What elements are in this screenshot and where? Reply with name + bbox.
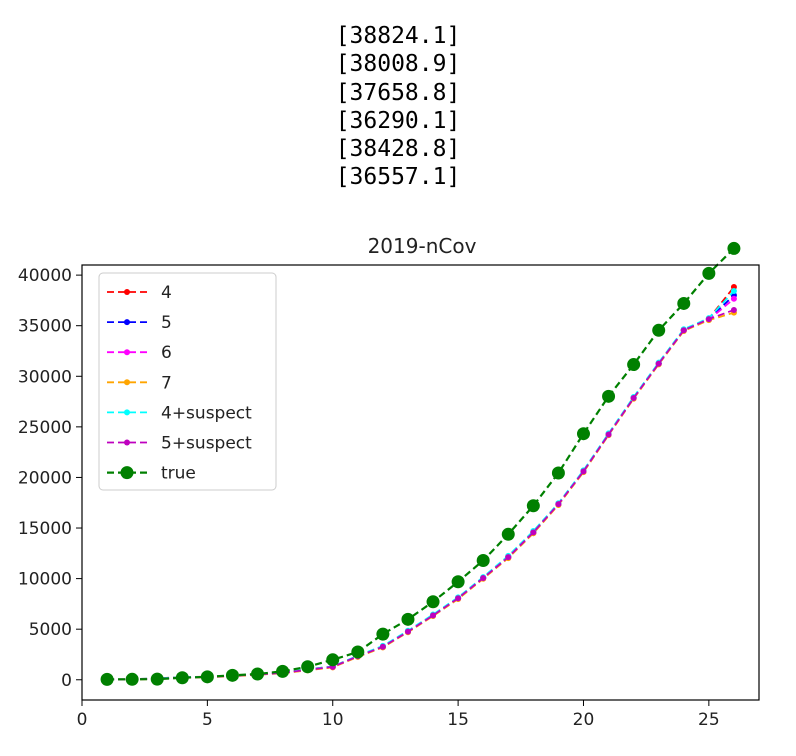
data-point	[401, 612, 415, 626]
legend-item-4: 4	[107, 283, 172, 303]
plot-frame	[81, 264, 760, 701]
data-point	[630, 395, 637, 402]
legend-marker	[120, 466, 134, 480]
data-point	[351, 645, 365, 659]
y-tick-label: 25000	[18, 418, 72, 438]
series-true	[100, 241, 741, 686]
data-point	[426, 595, 440, 609]
legend-label: 4	[161, 283, 172, 303]
legend-label: 5+suspect	[161, 434, 252, 454]
legend-label: 6	[161, 343, 172, 363]
x-tick-label: 10	[322, 710, 344, 730]
data-point	[125, 672, 139, 686]
output-text: [38824.1] [38008.9] [37658.8] [36290.1] …	[0, 22, 796, 192]
data-point	[379, 643, 386, 650]
data-point	[702, 266, 716, 280]
legend-marker	[124, 379, 130, 386]
data-point	[551, 466, 565, 480]
x-tick-label: 5	[202, 710, 213, 730]
legend-marker	[124, 439, 130, 446]
data-point	[301, 660, 315, 674]
legend-label: 7	[161, 373, 172, 393]
legend-label: 5	[161, 313, 172, 333]
data-point	[727, 241, 741, 255]
y-tick-label: 5000	[29, 620, 72, 640]
legend-box	[98, 272, 277, 491]
legend-item-5+suspect: 5+suspect	[107, 434, 252, 454]
data-point	[705, 316, 712, 323]
x-tick-label: 20	[573, 710, 595, 730]
data-point	[530, 529, 537, 536]
legend: 4 5 6 7 4+suspect 5+suspect true	[98, 272, 277, 491]
data-point	[451, 575, 465, 589]
data-point	[652, 323, 666, 337]
chart-title: 2019-nCov	[368, 234, 477, 258]
legend-marker	[124, 349, 130, 356]
y-tick-label: 10000	[18, 570, 72, 590]
legend-item-true: true	[107, 464, 196, 484]
output-line: [38008.9]	[335, 51, 461, 78]
x-tick-label: 25	[698, 710, 720, 730]
data-point	[276, 664, 290, 678]
x-tick-label: 0	[77, 710, 88, 730]
data-point	[404, 628, 411, 635]
legend-label: 4+suspect	[161, 403, 252, 423]
data-point	[430, 612, 437, 619]
data-point	[526, 499, 540, 513]
data-point	[655, 360, 662, 367]
data-point	[677, 296, 691, 310]
data-point	[150, 672, 164, 686]
y-tick-label: 35000	[18, 317, 72, 337]
data-point	[326, 653, 340, 667]
plot-area	[100, 241, 741, 686]
y-tick-label: 0	[61, 671, 72, 691]
data-point	[627, 358, 641, 372]
legend-item-4+suspect: 4+suspect	[107, 403, 252, 423]
data-point	[175, 671, 189, 685]
output-line: [37658.8]	[335, 79, 461, 106]
output-line: [38824.1]	[335, 23, 461, 49]
legend-label: true	[161, 464, 196, 484]
data-point	[455, 595, 462, 602]
output-line: [38428.8]	[335, 136, 461, 163]
y-tick-label: 20000	[18, 468, 72, 488]
data-point	[730, 306, 737, 313]
data-point	[576, 427, 590, 441]
output-line: [36290.1]	[335, 107, 461, 134]
data-point	[480, 574, 487, 581]
data-point	[580, 468, 587, 475]
data-point	[730, 295, 737, 302]
legend-item-5: 5	[107, 313, 172, 333]
legend-marker	[124, 319, 130, 326]
legend-marker	[124, 409, 130, 416]
data-point	[730, 288, 737, 295]
legend-marker	[124, 289, 130, 295]
data-point	[602, 389, 616, 403]
data-point	[200, 670, 214, 684]
data-point	[501, 527, 515, 541]
data-point	[225, 668, 239, 682]
data-point	[505, 554, 512, 561]
y-tick-label: 15000	[18, 519, 72, 539]
axes: 0 5 10 15 20 25 0 5000 10000 15000 20000 25000 30000…	[18, 266, 720, 730]
data-point	[555, 501, 562, 508]
legend-item-6: 6	[107, 343, 172, 363]
data-point	[605, 431, 612, 438]
y-tick-label: 40000	[18, 266, 72, 286]
output-line: [36557.1]	[335, 164, 461, 191]
y-tick-label: 30000	[18, 367, 72, 387]
x-tick-label: 15	[447, 710, 469, 730]
data-point	[376, 627, 390, 641]
data-point	[680, 327, 687, 334]
data-point	[476, 553, 490, 567]
legend-item-7: 7	[107, 373, 172, 393]
data-point	[251, 667, 265, 681]
data-point	[100, 672, 114, 686]
